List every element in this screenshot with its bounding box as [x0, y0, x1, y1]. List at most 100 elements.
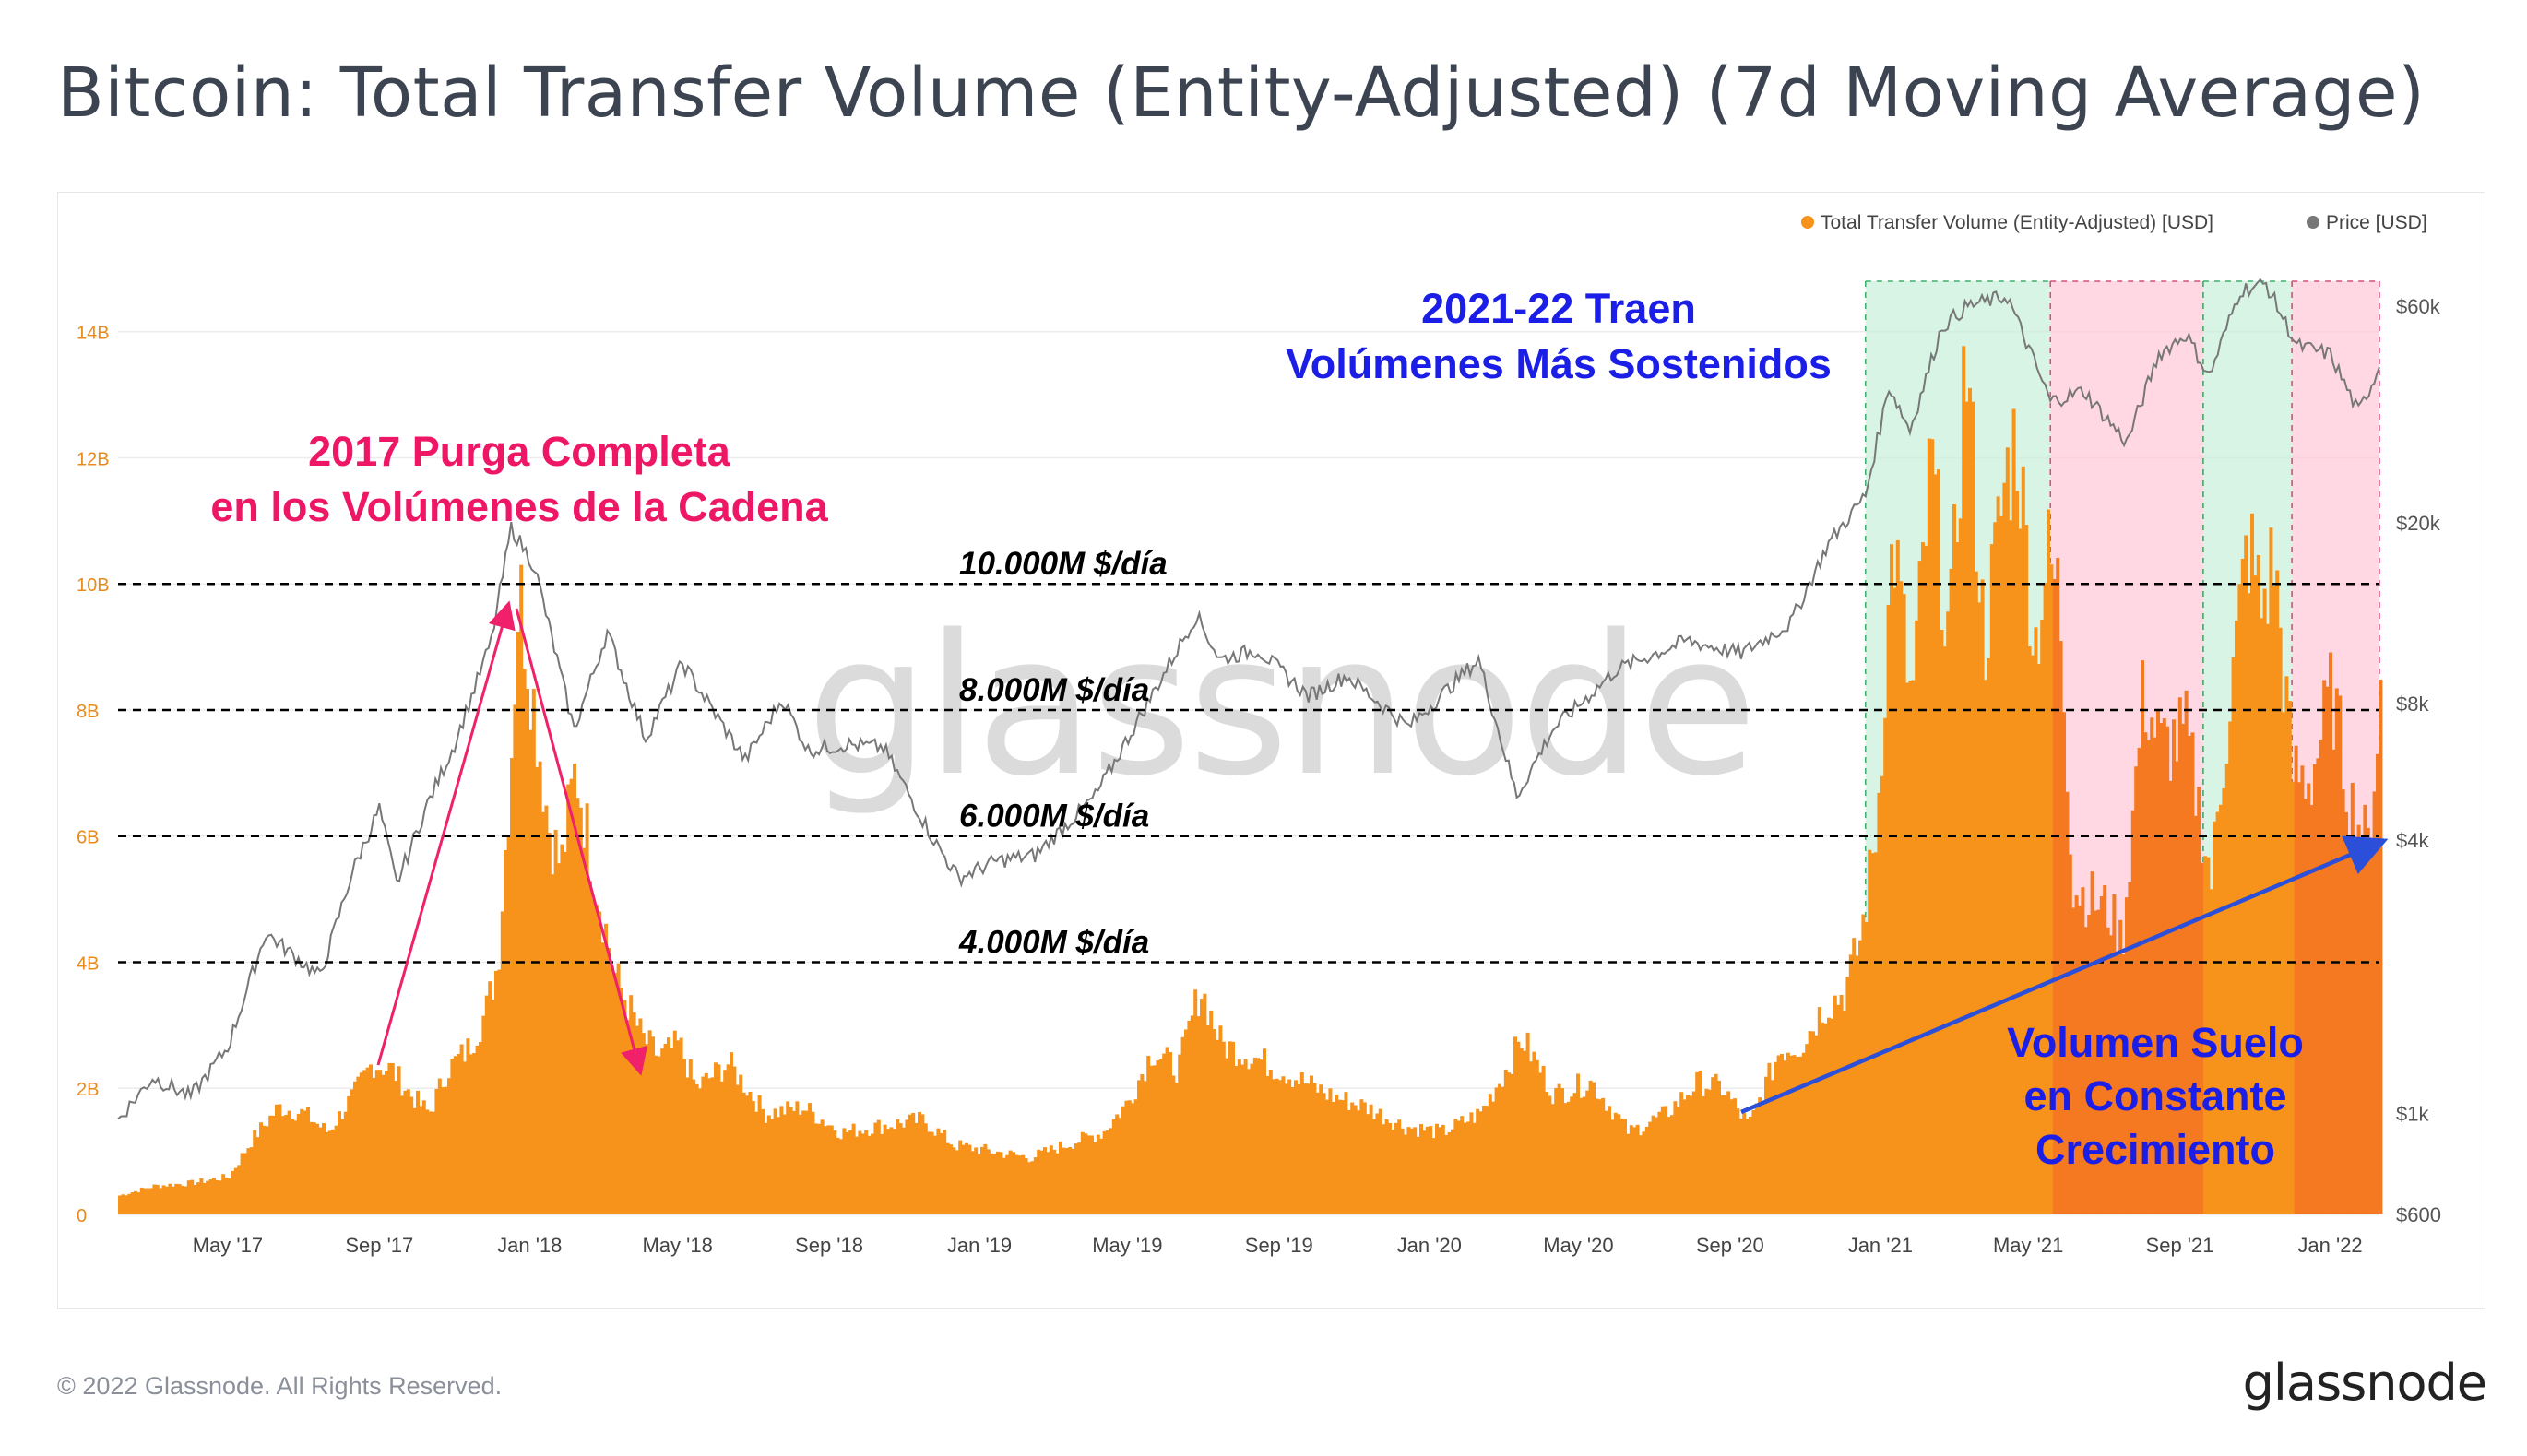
- volume-bar: [472, 1052, 477, 1214]
- volume-bar: [2203, 856, 2207, 1214]
- volume-bar: [291, 1119, 294, 1214]
- volume-bar: [1560, 1088, 1564, 1214]
- volume-bar: [1209, 1010, 1214, 1214]
- volume-bar: [338, 1111, 341, 1214]
- volume-bar: [1576, 1073, 1580, 1214]
- volume-bar: [2197, 787, 2201, 1214]
- volume-bar: [296, 1113, 301, 1214]
- volume-bar: [1294, 1080, 1298, 1214]
- volume-bar: [500, 911, 504, 1214]
- volume-bar: [1870, 853, 1875, 1214]
- volume-bar: [1030, 1161, 1035, 1214]
- volume-bar: [1037, 1149, 1041, 1214]
- volume-bar: [1758, 1097, 1762, 1214]
- volume-bar: [1642, 1131, 1646, 1214]
- x-tick-label: Jan '20: [1397, 1234, 1462, 1257]
- volume-bar: [764, 1122, 768, 1214]
- volume-bar: [1416, 1136, 1420, 1214]
- volume-bar: [1952, 504, 1956, 1214]
- volume-bar: [231, 1170, 235, 1214]
- chart-frame: [57, 192, 2485, 1309]
- volume-bar: [130, 1192, 135, 1214]
- volume-bar: [2319, 740, 2323, 1214]
- volume-bar: [1052, 1149, 1057, 1214]
- volume-bar: [1764, 1076, 1768, 1214]
- volume-bar: [667, 1037, 670, 1214]
- volume-bar: [1501, 1086, 1505, 1214]
- volume-bar: [663, 1043, 668, 1214]
- volume-bar: [1993, 522, 1998, 1214]
- volume-bar: [2262, 588, 2267, 1214]
- volume-bar: [2260, 618, 2264, 1214]
- volume-bar: [1545, 1091, 1548, 1214]
- volume-bar: [1789, 1055, 1794, 1214]
- volume-bar: [1281, 1076, 1286, 1214]
- volume-bar: [1265, 1075, 1270, 1214]
- volume-bar: [741, 1092, 746, 1214]
- volume-bar: [2244, 535, 2248, 1214]
- volume-bar: [1908, 680, 1913, 1214]
- volume-bar: [726, 1064, 730, 1214]
- volume-bar: [1664, 1106, 1668, 1214]
- volume-bar: [761, 1108, 765, 1214]
- volume-bar: [795, 1101, 800, 1214]
- volume-bar: [2266, 623, 2270, 1214]
- volume-bar: [2177, 697, 2182, 1214]
- volume-bar: [1162, 1053, 1167, 1214]
- volume-bar: [1541, 1065, 1546, 1214]
- x-tick-label: May '17: [193, 1234, 263, 1257]
- volume-bar: [2240, 558, 2245, 1214]
- volume-bar: [573, 763, 576, 1214]
- annotation-2021-22: 2021-22 Traen: [1421, 285, 1696, 332]
- volume-bar: [613, 973, 618, 1214]
- volume-bar: [2024, 525, 2029, 1214]
- volume-bar: [343, 1111, 348, 1214]
- volume-bar: [1585, 1090, 1590, 1214]
- volume-bar: [1062, 1147, 1066, 1214]
- annotation-floor-volume: en Constante: [2023, 1072, 2286, 1119]
- volume-bar: [660, 1048, 665, 1214]
- volume-bar: [1808, 1031, 1812, 1214]
- volume-bar: [453, 1056, 457, 1214]
- volume-bar: [582, 847, 587, 1214]
- volume-bar: [958, 1140, 963, 1214]
- volume-bar: [1827, 1017, 1831, 1214]
- volume-bar: [1109, 1128, 1113, 1214]
- volume-bar: [594, 905, 599, 1214]
- y-right-tick-label: $8k: [2396, 692, 2429, 716]
- volume-bar: [1626, 1133, 1631, 1214]
- volume-bar: [1017, 1155, 1022, 1214]
- volume-bar: [1252, 1057, 1257, 1214]
- glassnode-logo: glassnode: [2242, 1354, 2487, 1412]
- volume-bar: [1519, 1048, 1524, 1214]
- volume-bar: [908, 1114, 912, 1214]
- volume-bar: [1639, 1135, 1643, 1214]
- volume-bar: [939, 1132, 943, 1214]
- volume-bar: [2356, 824, 2361, 1214]
- volume-bar: [1579, 1097, 1584, 1214]
- volume-bar: [184, 1186, 188, 1214]
- volume-bar: [735, 1084, 740, 1214]
- volume-bar: [694, 1083, 699, 1214]
- volume-bar: [2309, 805, 2314, 1214]
- volume-bar: [1798, 1056, 1803, 1214]
- volume-bar: [491, 1000, 495, 1214]
- legend-swatch-price: [2307, 216, 2319, 229]
- volume-bar: [1027, 1162, 1031, 1214]
- volume-bar: [124, 1195, 128, 1214]
- volume-bar: [1084, 1133, 1088, 1214]
- volume-bar: [1563, 1103, 1568, 1214]
- reference-label: 4.000M $/día: [958, 924, 1149, 960]
- volume-bar: [202, 1182, 207, 1214]
- x-tick-label: Sep '20: [1696, 1234, 1764, 1257]
- volume-bar: [2215, 811, 2220, 1214]
- volume-bar: [920, 1114, 925, 1214]
- volume-bar: [1679, 1092, 1684, 1214]
- volume-bar: [607, 947, 611, 1214]
- volume-bar: [1111, 1119, 1116, 1214]
- volume-bar: [692, 1079, 696, 1214]
- volume-bar: [2162, 717, 2166, 1214]
- volume-bar: [2269, 527, 2273, 1214]
- volume-bar: [1131, 1103, 1135, 1214]
- volume-bar: [886, 1129, 890, 1214]
